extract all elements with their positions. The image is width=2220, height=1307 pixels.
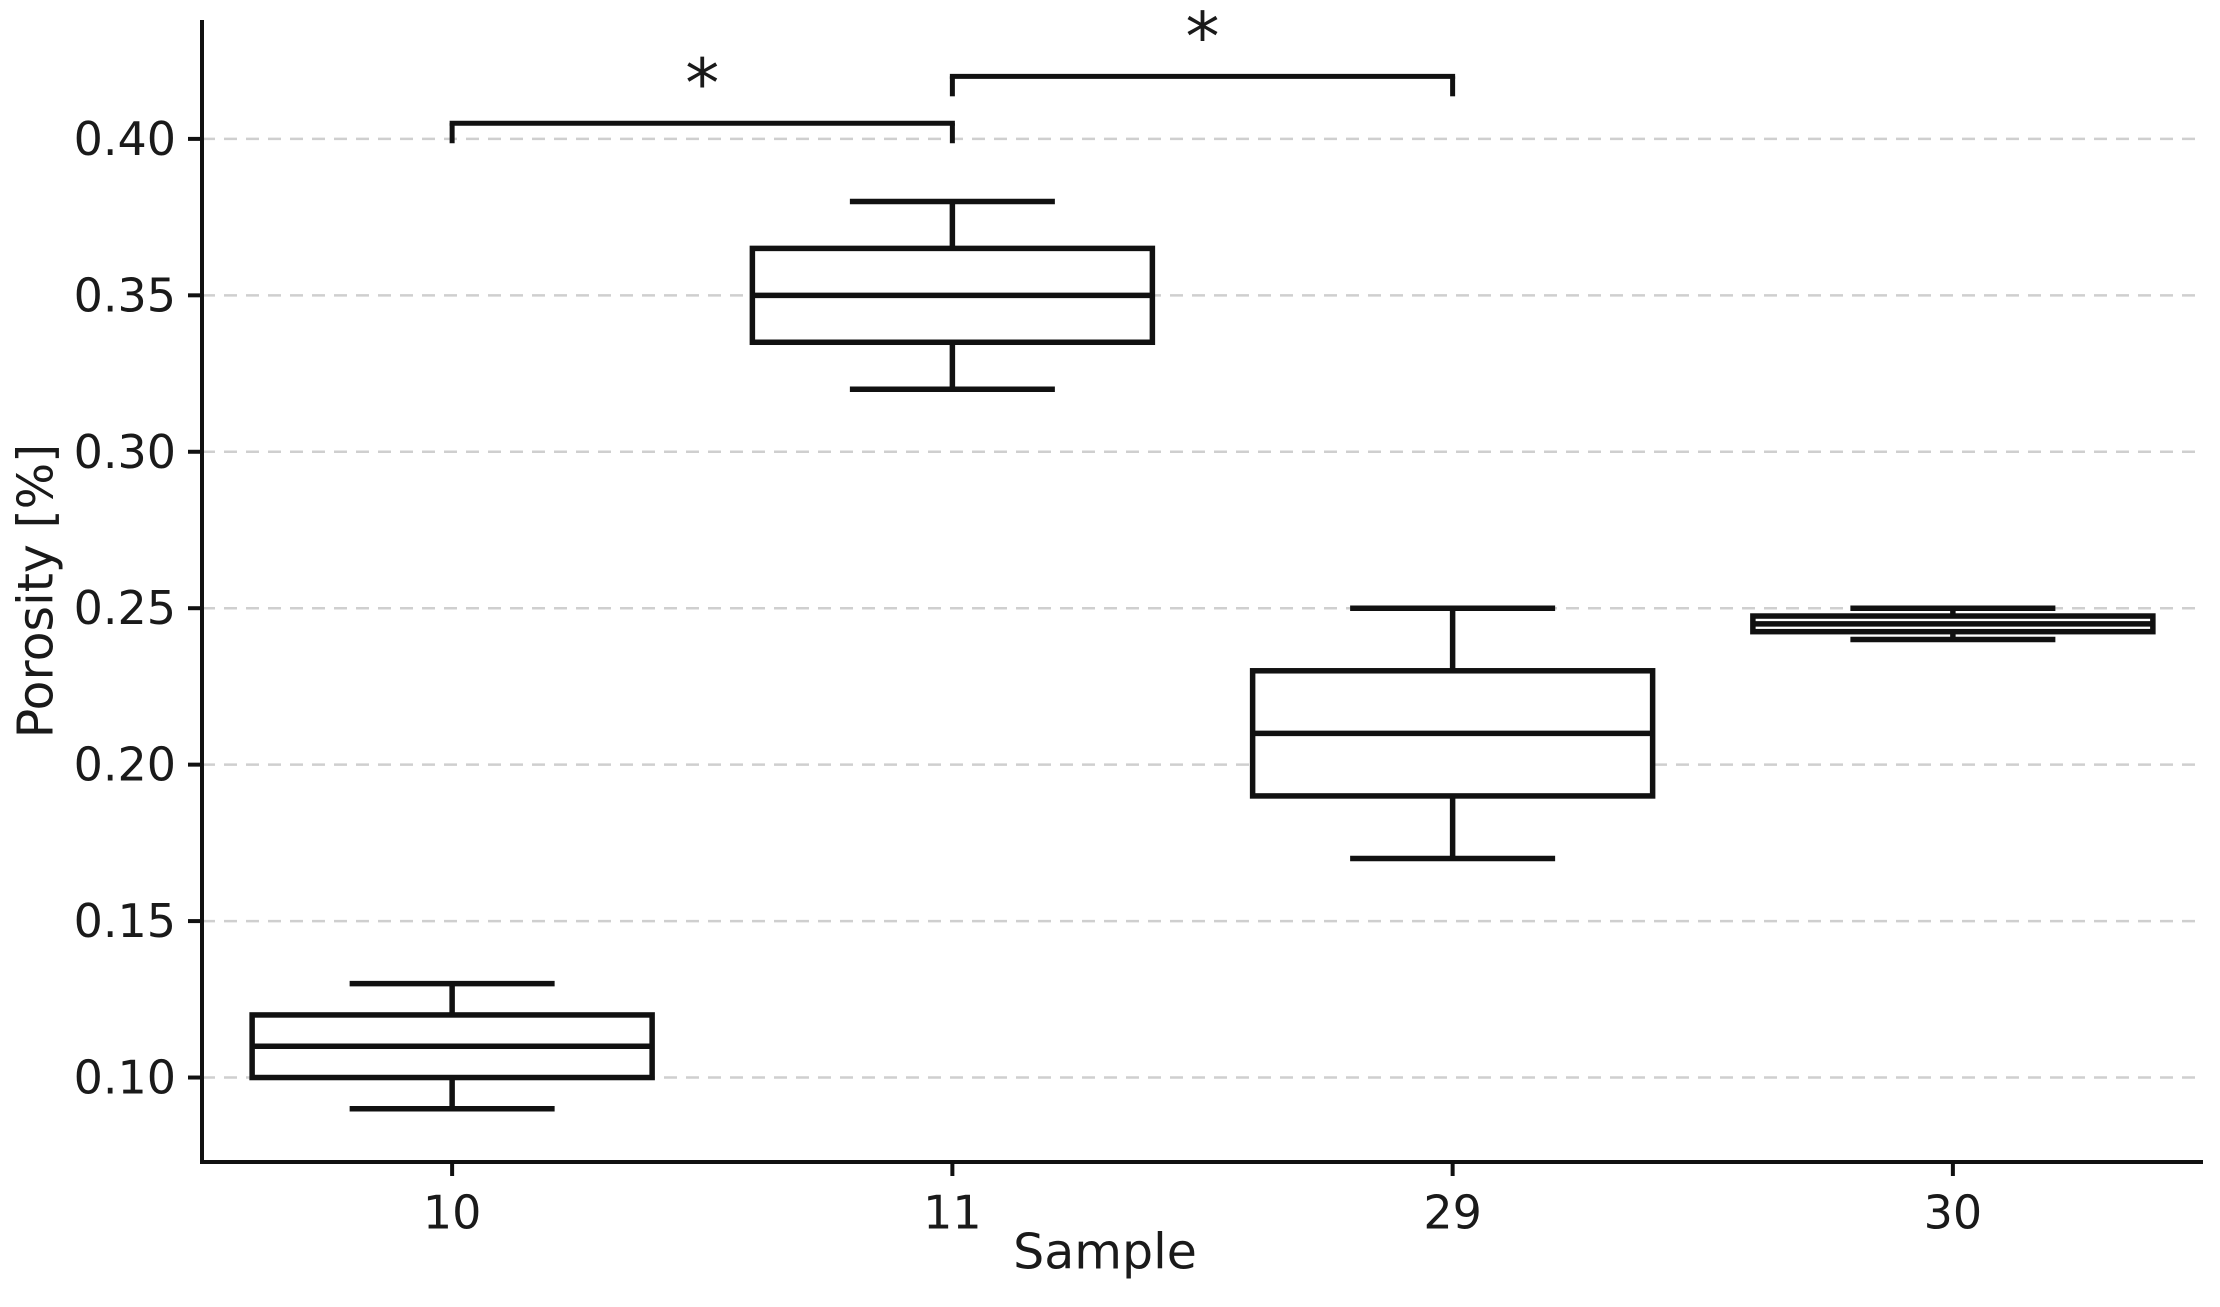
boxes-layer xyxy=(249,198,2156,1112)
x-tick-label: 29 xyxy=(1423,1185,1482,1239)
gridline-layer xyxy=(202,137,2203,1079)
significance-star: * xyxy=(1186,0,1220,77)
y-tick-label: 0.15 xyxy=(74,894,176,948)
y-tick-label: 0.20 xyxy=(74,738,176,792)
axes-layer: 0.10 0.15 0.20 0.25 0.30 0.35 0.40 10 11 29 30 xyxy=(74,20,2203,1239)
box-plot-sample-11 xyxy=(749,198,1156,392)
box-plot-sample-10 xyxy=(249,980,655,1112)
y-tick-label: 0.30 xyxy=(74,425,176,479)
box-plot-sample-29 xyxy=(1249,605,1656,862)
y-tick-label: 0.40 xyxy=(74,112,176,166)
y-axis-label: Porosity [%] xyxy=(8,444,65,739)
y-tick-label: 0.35 xyxy=(74,268,176,322)
x-tick-label: 11 xyxy=(923,1185,982,1239)
box-plot-sample-30 xyxy=(1750,605,2156,643)
y-tick-label: 0.10 xyxy=(74,1051,176,1105)
x-tick-label: 10 xyxy=(423,1185,482,1239)
x-axis-label: Sample xyxy=(1013,1224,1197,1281)
significance-bracket-11-29: * xyxy=(949,0,1456,97)
annotation-layer: ** xyxy=(449,0,1456,144)
y-tick-label: 0.25 xyxy=(74,581,176,635)
significance-bracket-10-11: * xyxy=(449,45,955,144)
x-tick-label: 30 xyxy=(1924,1185,1983,1239)
significance-star: * xyxy=(685,45,719,124)
